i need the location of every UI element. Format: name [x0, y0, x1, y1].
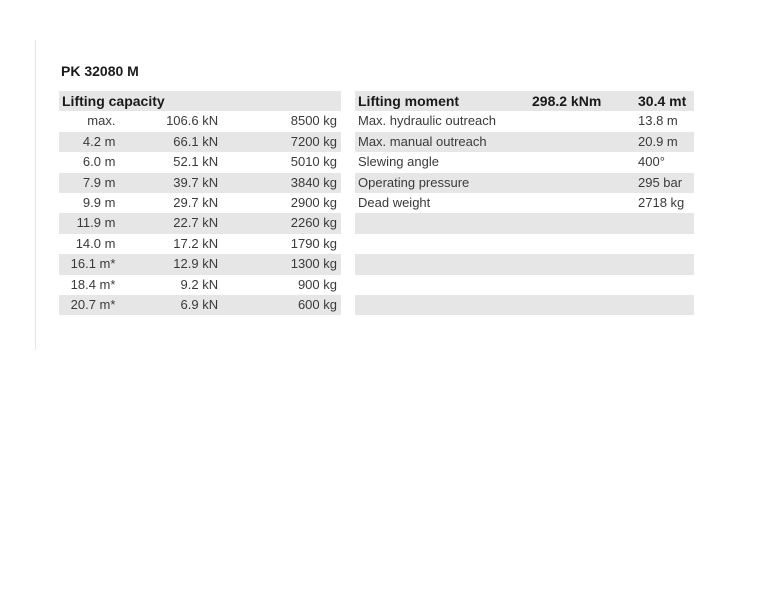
- force-cell: 17.2 kN: [173, 235, 219, 251]
- outreach-cell: 7.9 m: [82, 174, 116, 190]
- lifting-moment-row: Slewing angle 400°: [355, 152, 694, 172]
- lifting-moment-header: Lifting moment: [358, 93, 460, 109]
- lifting-capacity-row: 11.9 m 22.7 kN 2260 kg: [59, 213, 341, 234]
- force-cell: 6.9 kN: [180, 297, 219, 313]
- lifting-capacity-row: 6.0 m 52.1 kN 5010 kg: [59, 152, 341, 172]
- property-label: [355, 254, 530, 274]
- outreach-cell: 14.0 m: [75, 235, 116, 251]
- force-cell: 39.7 kN: [173, 174, 219, 190]
- outreach-cell: 6.0 m: [82, 154, 116, 170]
- property-label: [355, 213, 530, 233]
- property-value: [620, 275, 694, 295]
- lifting-capacity-table: Lifting capacity max. 106.6 kN 8500 kg 4.2 …: [59, 91, 341, 316]
- lifting-moment-row: [355, 254, 694, 275]
- property-value: 20.9 m: [638, 133, 678, 149]
- property-value: [620, 234, 694, 254]
- page-margin-line: [35, 40, 36, 350]
- force-cell: 106.6 kN: [166, 113, 219, 129]
- mass-cell: 1790 kg: [290, 235, 337, 251]
- property-label: Slewing angle: [358, 154, 439, 170]
- outreach-cell: 11.9 m: [76, 215, 116, 231]
- outreach-cell: 4.2 m: [82, 133, 116, 149]
- spacer-cell: [530, 275, 620, 295]
- mass-cell: 2260 kg: [290, 215, 337, 231]
- outreach-cell: 20.7 m*: [70, 297, 116, 313]
- mass-cell: 1300 kg: [290, 256, 337, 272]
- spacer-cell: [530, 193, 620, 213]
- lifting-capacity-row: 20.7 m* 6.9 kN 600 kg: [59, 295, 341, 316]
- lifting-moment-row: [355, 275, 694, 295]
- lifting-capacity-row: 16.1 m* 12.9 kN 1300 kg: [59, 254, 341, 275]
- force-cell: 12.9 kN: [173, 256, 219, 272]
- mass-cell: 5010 kg: [290, 154, 337, 170]
- lifting-moment-mt: 30.4 mt: [638, 93, 687, 109]
- lifting-moment-row: Dead weight 2718 kg: [355, 193, 694, 213]
- spacer-cell: [530, 152, 620, 172]
- outreach-cell: 9.9 m: [82, 195, 116, 211]
- spacer-cell: [530, 173, 620, 193]
- model-title: PK 32080 M: [61, 63, 139, 79]
- property-label: Dead weight: [358, 195, 431, 211]
- lifting-capacity-row: 7.9 m 39.7 kN 3840 kg: [59, 172, 341, 194]
- lifting-capacity-row: 18.4 m* 9.2 kN 900 kg: [59, 275, 341, 295]
- property-value: 400°: [638, 154, 665, 170]
- lifting-moment-row: [355, 234, 694, 254]
- spacer-cell: [530, 111, 620, 131]
- force-cell: 66.1 kN: [173, 133, 219, 149]
- spacer-cell: [530, 234, 620, 254]
- property-label: Max. manual outreach: [358, 133, 487, 149]
- outreach-cell: max.: [87, 113, 116, 129]
- outreach-cell: 18.4 m*: [70, 276, 116, 292]
- lifting-moment-row: Max. hydraulic outreach 13.8 m: [355, 111, 694, 131]
- lifting-moment-table: Lifting moment 298.2 kNm 30.4 mt Max. hy…: [355, 91, 694, 316]
- force-cell: 9.2 kN: [180, 276, 219, 292]
- property-value: [620, 254, 694, 274]
- property-value: 13.8 m: [638, 113, 678, 129]
- lifting-capacity-row: 4.2 m 66.1 kN 7200 kg: [59, 131, 341, 153]
- lifting-moment-header-row: Lifting moment 298.2 kNm 30.4 mt: [355, 91, 694, 112]
- property-label: [355, 295, 530, 315]
- property-value: 295 bar: [638, 174, 683, 190]
- lifting-moment-row: [355, 295, 694, 316]
- mass-cell: 2900 kg: [290, 195, 337, 211]
- property-label: [355, 234, 530, 254]
- lifting-capacity-row: 14.0 m 17.2 kN 1790 kg: [59, 234, 341, 254]
- property-label: Max. hydraulic outreach: [358, 113, 497, 129]
- outreach-cell: 16.1 m*: [70, 256, 116, 272]
- property-value: 2718 kg: [638, 195, 685, 211]
- spacer-cell: [530, 254, 620, 274]
- lifting-capacity-row: max. 106.6 kN 8500 kg: [59, 111, 341, 131]
- property-value: [620, 213, 694, 233]
- mass-cell: 600 kg: [297, 297, 337, 313]
- property-label: [355, 275, 530, 295]
- force-cell: 22.7 kN: [173, 215, 219, 231]
- lifting-moment-row: [355, 213, 694, 234]
- lifting-moment-row: Max. manual outreach 20.9 m: [355, 131, 694, 153]
- lifting-moment-knm: 298.2 kNm: [532, 93, 602, 109]
- lifting-capacity-row: 9.9 m 29.7 kN 2900 kg: [59, 193, 341, 213]
- lifting-capacity-header: Lifting capacity: [62, 93, 165, 109]
- property-value: [620, 295, 694, 315]
- force-cell: 29.7 kN: [173, 195, 219, 211]
- lifting-moment-row: Operating pressure 295 bar: [355, 172, 694, 194]
- spacer-cell: [530, 295, 620, 315]
- property-label: Operating pressure: [358, 174, 470, 190]
- force-cell: 52.1 kN: [173, 154, 219, 170]
- mass-cell: 900 kg: [297, 276, 337, 292]
- mass-cell: 7200 kg: [290, 133, 337, 149]
- mass-cell: 8500 kg: [290, 113, 337, 129]
- lifting-capacity-header-row: Lifting capacity: [59, 91, 341, 112]
- mass-cell: 3840 kg: [290, 174, 337, 190]
- spacer-cell: [530, 213, 620, 233]
- spacer-cell: [530, 132, 620, 152]
